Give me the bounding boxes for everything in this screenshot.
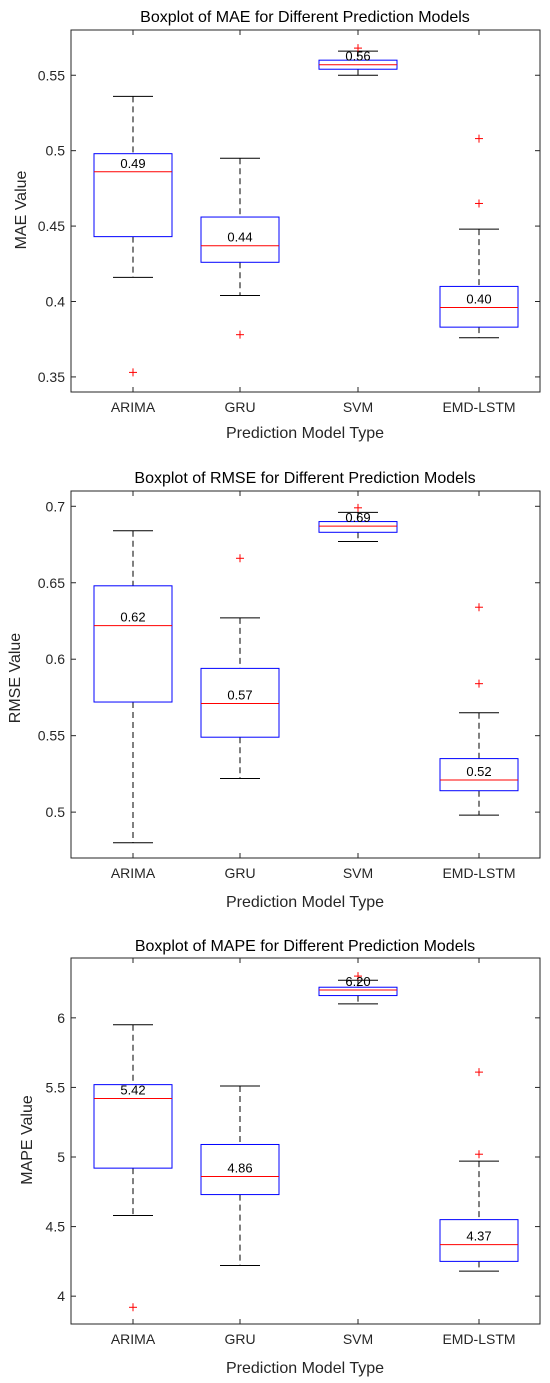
x-axis-label: Prediction Model Type: [226, 1360, 384, 1377]
box: [439, 285, 519, 328]
outlier-marker: [475, 134, 483, 143]
axes-frame: [70, 490, 541, 859]
outlier-marker: [129, 368, 137, 377]
y-tick-label: 0.45: [38, 218, 65, 234]
y-tick-label: 0.55: [38, 67, 65, 83]
median-value-label: 0.57: [227, 688, 252, 703]
outlier-marker: [475, 1150, 483, 1159]
x-tick-label: GRU: [224, 1331, 255, 1347]
median-value-label: 4.86: [227, 1160, 252, 1175]
y-tick-label: 6: [57, 1010, 65, 1026]
box: [318, 521, 398, 533]
x-tick-label: ARIMA: [111, 399, 156, 415]
outlier-marker: [236, 554, 244, 563]
box: [93, 1084, 173, 1169]
box: [93, 153, 173, 238]
x-tick-label: GRU: [224, 865, 255, 881]
y-axis-label: MAE Value: [13, 170, 30, 249]
outlier-marker: [354, 972, 362, 981]
x-tick-label: EMD-LSTM: [442, 399, 515, 415]
x-tick-label: SVM: [343, 1331, 373, 1347]
y-tick-label: 0.35: [38, 369, 65, 385]
y-axis-label: RMSE Value: [7, 633, 24, 724]
x-axis-label: Prediction Model Type: [226, 894, 384, 911]
outlier-marker: [354, 503, 362, 512]
median-value-label: 0.56: [345, 49, 370, 64]
box: [318, 986, 398, 997]
median-value-label: 0.44: [227, 230, 252, 245]
plot-area: 4 4.5 5 5.5 6 ARIMA GRU SVM EMD-LSTM 5.42 4.86 6.20…: [46, 957, 541, 1347]
chart-title: Boxplot of MAPE for Different Prediction…: [135, 938, 475, 955]
x-tick-label: ARIMA: [111, 865, 156, 881]
y-tick-label: 0.5: [46, 143, 66, 159]
chart-title: Boxplot of MAE for Different Prediction …: [140, 9, 470, 26]
x-tick-label: EMD-LSTM: [442, 865, 515, 881]
axes-frame: [70, 29, 541, 393]
y-tick-label: 0.55: [38, 728, 65, 744]
y-tick-label: 0.65: [38, 575, 65, 591]
outlier-marker: [475, 1068, 483, 1077]
y-tick-label: 0.4: [46, 294, 66, 310]
box: [439, 1219, 519, 1262]
y-tick-label: 0.5: [46, 804, 66, 820]
median-value-label: 0.49: [120, 156, 145, 171]
x-tick-label: ARIMA: [111, 1331, 156, 1347]
median-value-label: 0.69: [345, 510, 370, 525]
median-value-label: 5.42: [120, 1083, 145, 1098]
y-tick-label: 4.5: [46, 1219, 66, 1235]
box: [93, 585, 173, 703]
chart-title: Boxplot of RMSE for Different Prediction…: [134, 470, 475, 487]
outlier-marker: [475, 603, 483, 612]
y-tick-label: 0.6: [46, 651, 66, 667]
box: [439, 758, 519, 792]
box: [200, 667, 280, 738]
y-axis-label: MAPE Value: [19, 1095, 36, 1185]
panel-mae: Boxplot of MAE for Different Prediction …: [13, 9, 541, 442]
outlier-marker: [475, 679, 483, 688]
axes-frame: [70, 957, 541, 1325]
median-value-label: 6.20: [345, 974, 370, 989]
y-tick-label: 5.5: [46, 1079, 66, 1095]
x-tick-label: GRU: [224, 399, 255, 415]
x-tick-label: SVM: [343, 399, 373, 415]
panel-rmse: Boxplot of RMSE for Different Prediction…: [7, 470, 541, 911]
outlier-marker: [354, 44, 362, 53]
x-axis-label: Prediction Model Type: [226, 425, 384, 442]
plot-area: 0.35 0.4 0.45 0.5 0.55 ARIMA GRU SVM EMD-LSTM 0.4…: [38, 29, 541, 415]
median-value-label: 0.40: [466, 292, 491, 307]
x-tick-label: SVM: [343, 865, 373, 881]
y-tick-label: 4: [57, 1288, 65, 1304]
panel-mape: Boxplot of MAPE for Different Prediction…: [19, 938, 541, 1377]
y-tick-label: 5: [57, 1149, 65, 1165]
outlier-marker: [236, 330, 244, 339]
x-tick-label: EMD-LSTM: [442, 1331, 515, 1347]
median-value-label: 0.62: [120, 610, 145, 625]
box: [200, 1143, 280, 1196]
median-value-label: 4.37: [466, 1229, 491, 1244]
plot-area: 0.5 0.55 0.6 0.65 0.7 ARIMA GRU SVM EMD-LSTM 0.62…: [38, 490, 541, 881]
outlier-marker: [475, 199, 483, 208]
median-value-label: 0.52: [466, 764, 491, 779]
y-tick-label: 0.7: [46, 498, 66, 514]
box: [200, 216, 280, 263]
outlier-marker: [129, 1303, 137, 1312]
